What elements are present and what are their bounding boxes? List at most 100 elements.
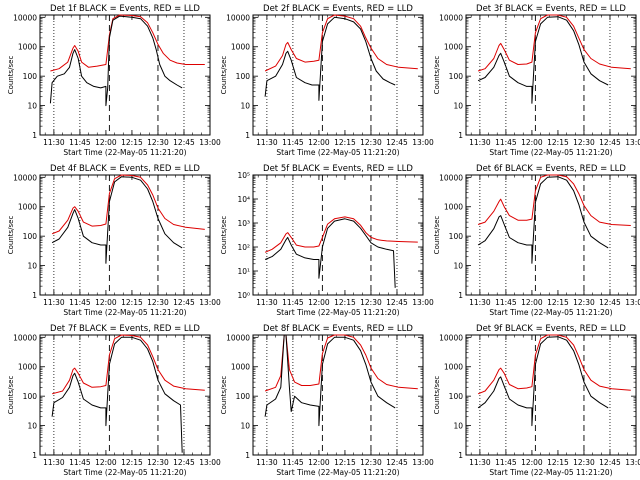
y-tick-label: 1000: [231, 43, 250, 52]
y-tick-label: 10²: [237, 243, 250, 252]
y-tick-label: 1: [458, 291, 463, 300]
panel-det-1: 1 10 100 1000 10000 11:30 11:45 12:00 12:15 12:30…: [7, 4, 221, 157]
series-line-lld: [264, 14, 418, 72]
y-tick-label: 100: [236, 72, 251, 81]
plot-frame: [39, 14, 211, 136]
series-line-events: [477, 16, 609, 104]
y-tick-label: 1: [32, 291, 37, 300]
series-line-events: [264, 334, 396, 427]
x-tick-label: 13:00: [199, 138, 221, 147]
x-tick-label: 12:00: [308, 298, 330, 307]
plot-frame: [39, 174, 211, 296]
y-tick-label: 100: [449, 232, 464, 241]
plot-frame: [252, 174, 424, 296]
series-line-lld: [477, 334, 631, 395]
y-tick-label: 1000: [18, 203, 37, 212]
series-line-events: [264, 16, 396, 101]
y-axis-label: Counts/sec: [7, 376, 15, 415]
y-tick-label: 100: [23, 232, 38, 241]
y-tick-label: 10: [27, 262, 37, 271]
x-axis-label: Start Time (22-May-05 11:21:20): [489, 308, 612, 317]
y-tick-label: 10: [27, 102, 37, 111]
y-tick-label: 10: [453, 422, 463, 431]
panel-title: Det 1f BLACK = Events, RED = LLD: [50, 4, 200, 14]
plot-frame: [465, 334, 637, 456]
x-axis-label: Start Time (22-May-05 11:21:20): [276, 468, 399, 477]
x-tick-label: 11:45: [69, 458, 91, 467]
y-tick-label: 1: [245, 131, 250, 140]
x-tick-label: 12:15: [121, 458, 143, 467]
y-axis-label: Counts/sec: [7, 56, 15, 95]
x-axis-label: Start Time (22-May-05 11:21:20): [63, 308, 186, 317]
series-line-lld: [477, 174, 631, 226]
y-tick-label: 100: [23, 392, 38, 401]
y-axis-label: Counts/sec: [220, 216, 228, 255]
x-tick-label: 11:30: [469, 138, 491, 147]
y-tick-label: 10: [240, 422, 250, 431]
x-tick-label: 12:45: [173, 298, 195, 307]
x-tick-label: 12:00: [521, 458, 543, 467]
x-axis-label: Start Time (22-May-05 11:21:20): [489, 468, 612, 477]
x-tick-label: 12:30: [360, 298, 382, 307]
series-line-events: [51, 336, 183, 453]
x-tick-label: 11:30: [256, 298, 278, 307]
x-axis-label: Start Time (22-May-05 11:21:20): [63, 148, 186, 157]
x-tick-label: 11:30: [43, 458, 65, 467]
x-tick-label: 13:00: [412, 138, 434, 147]
x-tick-label: 12:30: [147, 458, 169, 467]
y-tick-label: 10: [453, 262, 463, 271]
panel-det-3: 1 10 100 1000 10000 11:30 11:45 12:00 12:15 12:30…: [433, 4, 640, 157]
y-tick-label: 100: [236, 392, 251, 401]
x-tick-label: 12:30: [360, 458, 382, 467]
x-tick-label: 12:45: [599, 298, 621, 307]
x-tick-label: 12:15: [547, 138, 569, 147]
x-tick-label: 13:00: [412, 298, 434, 307]
y-tick-label: 1000: [18, 363, 37, 372]
x-tick-label: 11:30: [43, 138, 65, 147]
x-tick-label: 11:45: [495, 458, 517, 467]
panel-title: Det 2f BLACK = Events, RED = LLD: [263, 4, 413, 14]
x-tick-label: 13:00: [625, 458, 640, 467]
x-tick-label: 12:30: [573, 458, 595, 467]
x-tick-label: 12:45: [173, 458, 195, 467]
y-tick-label: 100: [449, 392, 464, 401]
x-tick-label: 12:45: [599, 138, 621, 147]
x-tick-label: 11:30: [469, 458, 491, 467]
x-tick-label: 12:30: [573, 298, 595, 307]
series-line-events: [51, 176, 183, 264]
y-tick-label: 10000: [226, 13, 250, 22]
panel-det-6: 1 10 100 1000 10000 11:30 11:45 12:00 12:15 12:30…: [433, 164, 640, 317]
plot-frame: [465, 14, 637, 136]
panel-det-4: 1 10 100 1000 10000 11:30 11:45 12:00 12:15 12:30…: [7, 164, 221, 317]
y-tick-label: 100: [449, 72, 464, 81]
y-tick-label: 10000: [439, 173, 463, 182]
series-line-events: [264, 218, 396, 288]
series-line-lld: [477, 14, 631, 72]
panel-det-8: 1 10 100 1000 10000 11:30 11:45 12:00 12:15 12:30…: [220, 324, 434, 477]
x-axis-label: Start Time (22-May-05 11:21:20): [276, 308, 399, 317]
y-tick-label: 1: [245, 451, 250, 460]
panel-det-2: 1 10 100 1000 10000 11:30 11:45 12:00 12:15 12:30…: [220, 4, 434, 157]
y-tick-label: 1000: [444, 43, 463, 52]
series-line-events: [477, 336, 609, 427]
x-tick-label: 13:00: [412, 458, 434, 467]
series-line-lld: [50, 14, 205, 72]
y-tick-label: 1: [32, 451, 37, 460]
x-tick-label: 12:45: [386, 138, 408, 147]
y-tick-label: 1: [32, 131, 37, 140]
series-line-lld: [264, 216, 418, 253]
y-tick-label: 10³: [237, 219, 250, 228]
y-tick-label: 100: [23, 72, 38, 81]
x-tick-label: 11:45: [69, 298, 91, 307]
y-tick-label: 10⁰: [237, 291, 250, 300]
series-line-lld: [51, 174, 205, 235]
panel-det-9: 1 10 100 1000 10000 11:30 11:45 12:00 12:15 12:30…: [433, 324, 640, 477]
x-tick-label: 13:00: [199, 458, 221, 467]
series-line-lld: [51, 334, 205, 395]
x-axis-label: Start Time (22-May-05 11:21:20): [489, 148, 612, 157]
x-tick-label: 12:45: [386, 298, 408, 307]
panel-title: Det 9f BLACK = Events, RED = LLD: [476, 324, 626, 334]
series-line-events: [477, 176, 609, 264]
y-tick-label: 1: [458, 131, 463, 140]
